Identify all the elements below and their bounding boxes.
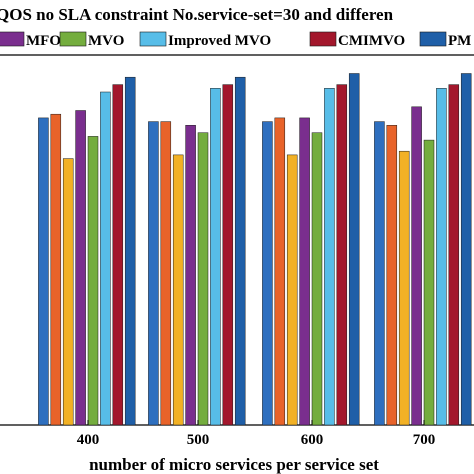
bar-series1-600	[274, 117, 286, 426]
bar-series7-700	[460, 73, 472, 426]
x-tick-label: 700	[413, 432, 436, 448]
bar-series5-400	[100, 91, 111, 426]
bar-series4-500	[197, 132, 209, 426]
legend-swatch-7	[419, 31, 447, 47]
legend-label-7: PM	[448, 33, 471, 49]
bar-series5-700	[436, 88, 447, 426]
chart-title: QOS no SLA constraint No.service-set=30 …	[0, 5, 394, 24]
bar-series3-400	[75, 110, 86, 426]
x-tick-label: 500	[187, 432, 210, 448]
bar-series4-400	[87, 136, 99, 426]
bar-series2-600	[286, 154, 298, 426]
bar-series7-400	[124, 76, 136, 426]
legend-swatch-5	[139, 31, 167, 47]
bar-series2-500	[172, 154, 184, 426]
bar-series2-700	[398, 150, 410, 426]
x-axis-label: number of micro services per service set	[89, 455, 379, 474]
legend-swatch-6	[309, 31, 337, 47]
bar-series0-600	[262, 121, 273, 426]
legend-label-4: MVO	[88, 33, 124, 49]
bar-series1-400	[50, 113, 62, 426]
bar-series6-700	[448, 84, 460, 426]
bar-series7-600	[348, 73, 360, 426]
legend-swatch-3	[0, 31, 25, 47]
x-tick-label: 600	[301, 432, 324, 448]
bar-series1-500	[160, 121, 172, 426]
bars-group	[38, 73, 472, 426]
bar-series7-500	[234, 76, 246, 426]
legend-swatch-4	[59, 31, 87, 47]
bar-series0-500	[148, 121, 159, 426]
legend-label-3: MFO	[26, 33, 61, 49]
bar-series5-500	[210, 88, 221, 426]
bar-series4-600	[311, 132, 323, 426]
bar-series3-500	[185, 125, 196, 426]
bar-series2-400	[62, 158, 74, 426]
bar-series0-700	[374, 121, 385, 426]
legend-label-6: CMIMVO	[338, 33, 405, 49]
bar-series3-600	[299, 117, 310, 426]
bar-series1-700	[386, 125, 398, 426]
bar-series6-400	[112, 84, 124, 426]
bar-series6-600	[336, 84, 348, 426]
x-tick-label: 400	[77, 432, 100, 448]
bar-series5-600	[324, 88, 335, 426]
bar-series4-700	[423, 139, 435, 426]
bar-series6-500	[222, 84, 234, 426]
bar-series3-700	[411, 106, 422, 426]
legend-label-5: Improved MVO	[168, 33, 271, 49]
bar-series0-400	[38, 117, 49, 426]
legend: MFO MVO Improved MVO CMIMVO PM	[0, 31, 471, 49]
x-ticks: 400 500 600 700	[77, 420, 436, 448]
